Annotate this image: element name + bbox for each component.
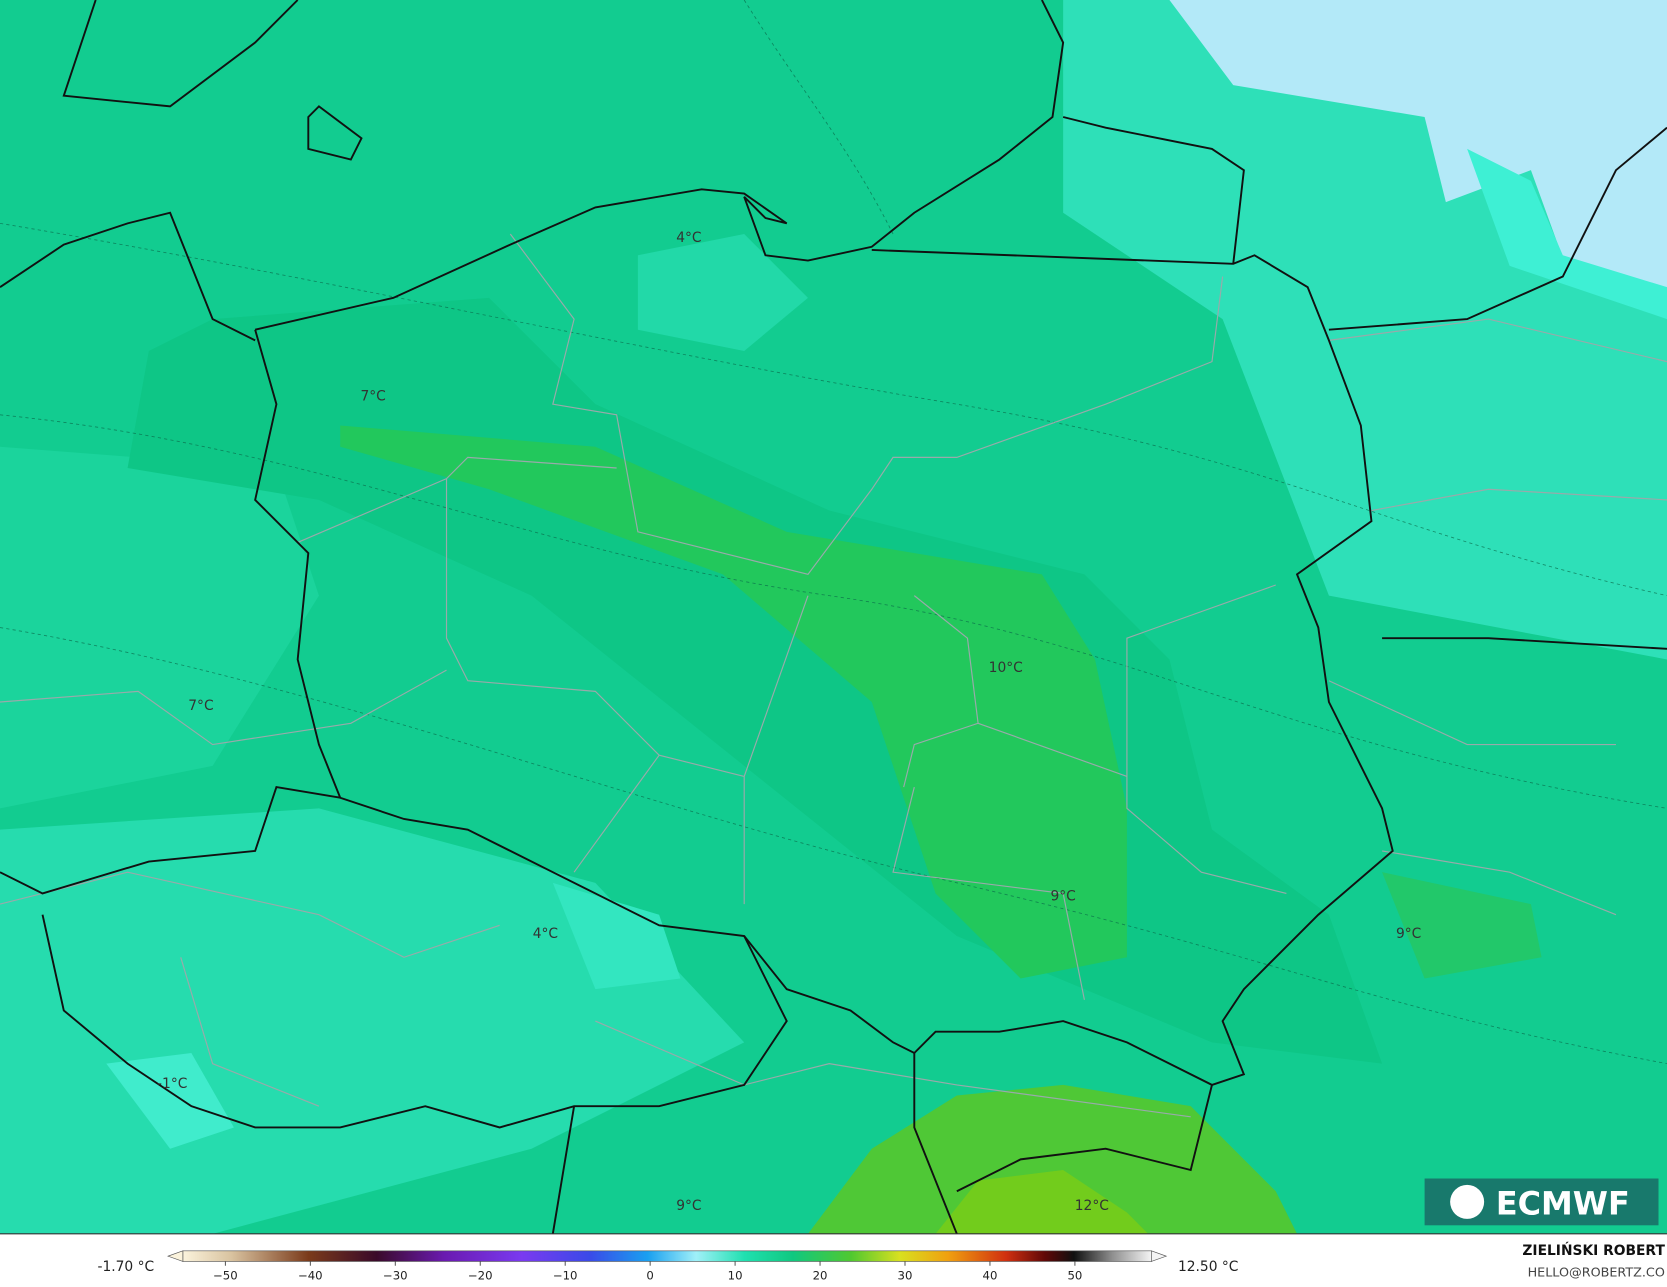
colorbar-tick-label: −30 — [383, 1269, 408, 1283]
coastline — [254, 0, 1065, 331]
colorbar-tick-label: 50 — [1067, 1269, 1082, 1283]
mild-region — [807, 1084, 1298, 1234]
warm-region — [637, 234, 808, 351]
region-border — [1328, 318, 1667, 916]
logo-text: ECMWF — [1496, 1185, 1630, 1223]
isotherms — [0, 0, 1667, 1065]
colorbar-tick-label: −50 — [213, 1269, 238, 1283]
contour-label: 9°C — [1396, 926, 1421, 942]
colorbar-tick-label: 0 — [646, 1269, 653, 1283]
region-border — [0, 669, 1191, 1118]
regional-borders — [0, 233, 1667, 1118]
colorbar-min: -1.70 °C — [97, 1259, 154, 1275]
contour-labels: 4°C 7°C 7°C 10°C 9°C 9°C 4°C -1°C 9°C 12°C — [157, 230, 1421, 1214]
colorbar-tick-label: 30 — [898, 1269, 913, 1283]
ecmwf-logo: ECMWF — [1424, 1178, 1659, 1226]
colorbar-arrow — [1151, 1250, 1168, 1262]
contour-label: 9°C — [676, 1198, 701, 1214]
country-border — [1062, 116, 1667, 650]
isotherm — [0, 222, 1667, 597]
contour-label: 9°C — [1050, 889, 1075, 905]
logo-mark — [1450, 1184, 1485, 1219]
warm-region — [1467, 148, 1667, 320]
colorbar: −50 −40 −30 −20 −10 0 10 20 30 40 50 — [167, 1250, 1168, 1283]
colorbar-arrow — [167, 1250, 184, 1262]
warm-region — [0, 446, 319, 809]
colorbar-tick-label: 20 — [813, 1269, 828, 1283]
colorbar-tick-label: 40 — [983, 1269, 998, 1283]
colorbar-max: 12.50 °C — [1178, 1259, 1238, 1275]
country-border — [0, 0, 363, 342]
country-border — [0, 786, 1213, 1234]
mild-region — [935, 1170, 1149, 1234]
contact: HELLO@ROBERTZ.CO — [1528, 1265, 1665, 1280]
contour-label: -1°C — [157, 1076, 187, 1092]
country-borders — [0, 0, 1667, 1234]
contour-label: 7°C — [360, 389, 385, 405]
region-border — [509, 233, 1224, 576]
colorbar-tick-label: 10 — [728, 1269, 743, 1283]
map-area: 4°C 7°C 7°C 10°C 9°C 9°C 4°C -1°C 9°C 12°C ECMWF — [0, 0, 1667, 1234]
cold-region — [1169, 0, 1667, 309]
isotherm — [0, 414, 1667, 809]
country-border — [254, 248, 1394, 1086]
isotherm — [0, 627, 1667, 1065]
colorbar-tick-label: −40 — [298, 1269, 323, 1283]
colorbar-tick-label: −20 — [468, 1269, 493, 1283]
contour-label: 10°C — [989, 660, 1023, 676]
mild-region — [340, 425, 1127, 979]
author: ZIELIŃSKI ROBERT — [1522, 1241, 1665, 1259]
isotherm — [743, 0, 894, 235]
colorbar-bar — [182, 1250, 1152, 1262]
contour-label: 12°C — [1075, 1198, 1109, 1214]
mild-region — [1382, 872, 1542, 979]
warm-region — [106, 1053, 234, 1149]
contour-label: 4°C — [676, 230, 701, 246]
region-border — [297, 456, 1287, 1000]
contour-label: 4°C — [533, 926, 558, 942]
contour-label: 7°C — [188, 698, 213, 714]
colorbar-tick-label: −10 — [553, 1269, 578, 1283]
